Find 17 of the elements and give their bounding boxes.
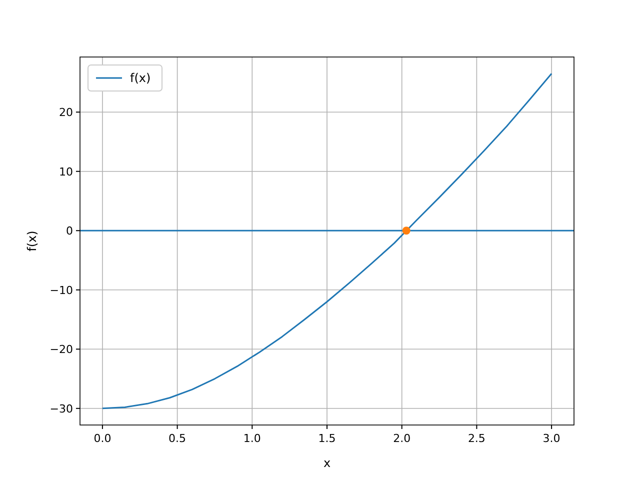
y-tick-label: 20 xyxy=(59,106,73,120)
x-tick-label: 1.0 xyxy=(243,432,261,445)
y-tick-label: 10 xyxy=(59,165,73,178)
x-axis-title: x xyxy=(323,456,331,470)
y-tick-label: −10 xyxy=(50,284,73,297)
legend-label: f(x) xyxy=(130,71,151,85)
x-tick-label: 0.5 xyxy=(168,432,186,445)
x-tick-label: 3.0 xyxy=(542,432,560,445)
x-tick-label: 2.0 xyxy=(393,432,411,445)
x-tick-label: 0.0 xyxy=(94,432,112,445)
line-series xyxy=(102,72,552,410)
x-tick-label: 2.5 xyxy=(468,432,486,445)
x-tick-label: 1.5 xyxy=(318,432,336,445)
y-axis-title: f(x) xyxy=(25,230,39,252)
y-tick-label: −30 xyxy=(50,402,73,416)
y-tick-label: −20 xyxy=(50,343,73,356)
y-tick-label: 0 xyxy=(66,224,73,238)
